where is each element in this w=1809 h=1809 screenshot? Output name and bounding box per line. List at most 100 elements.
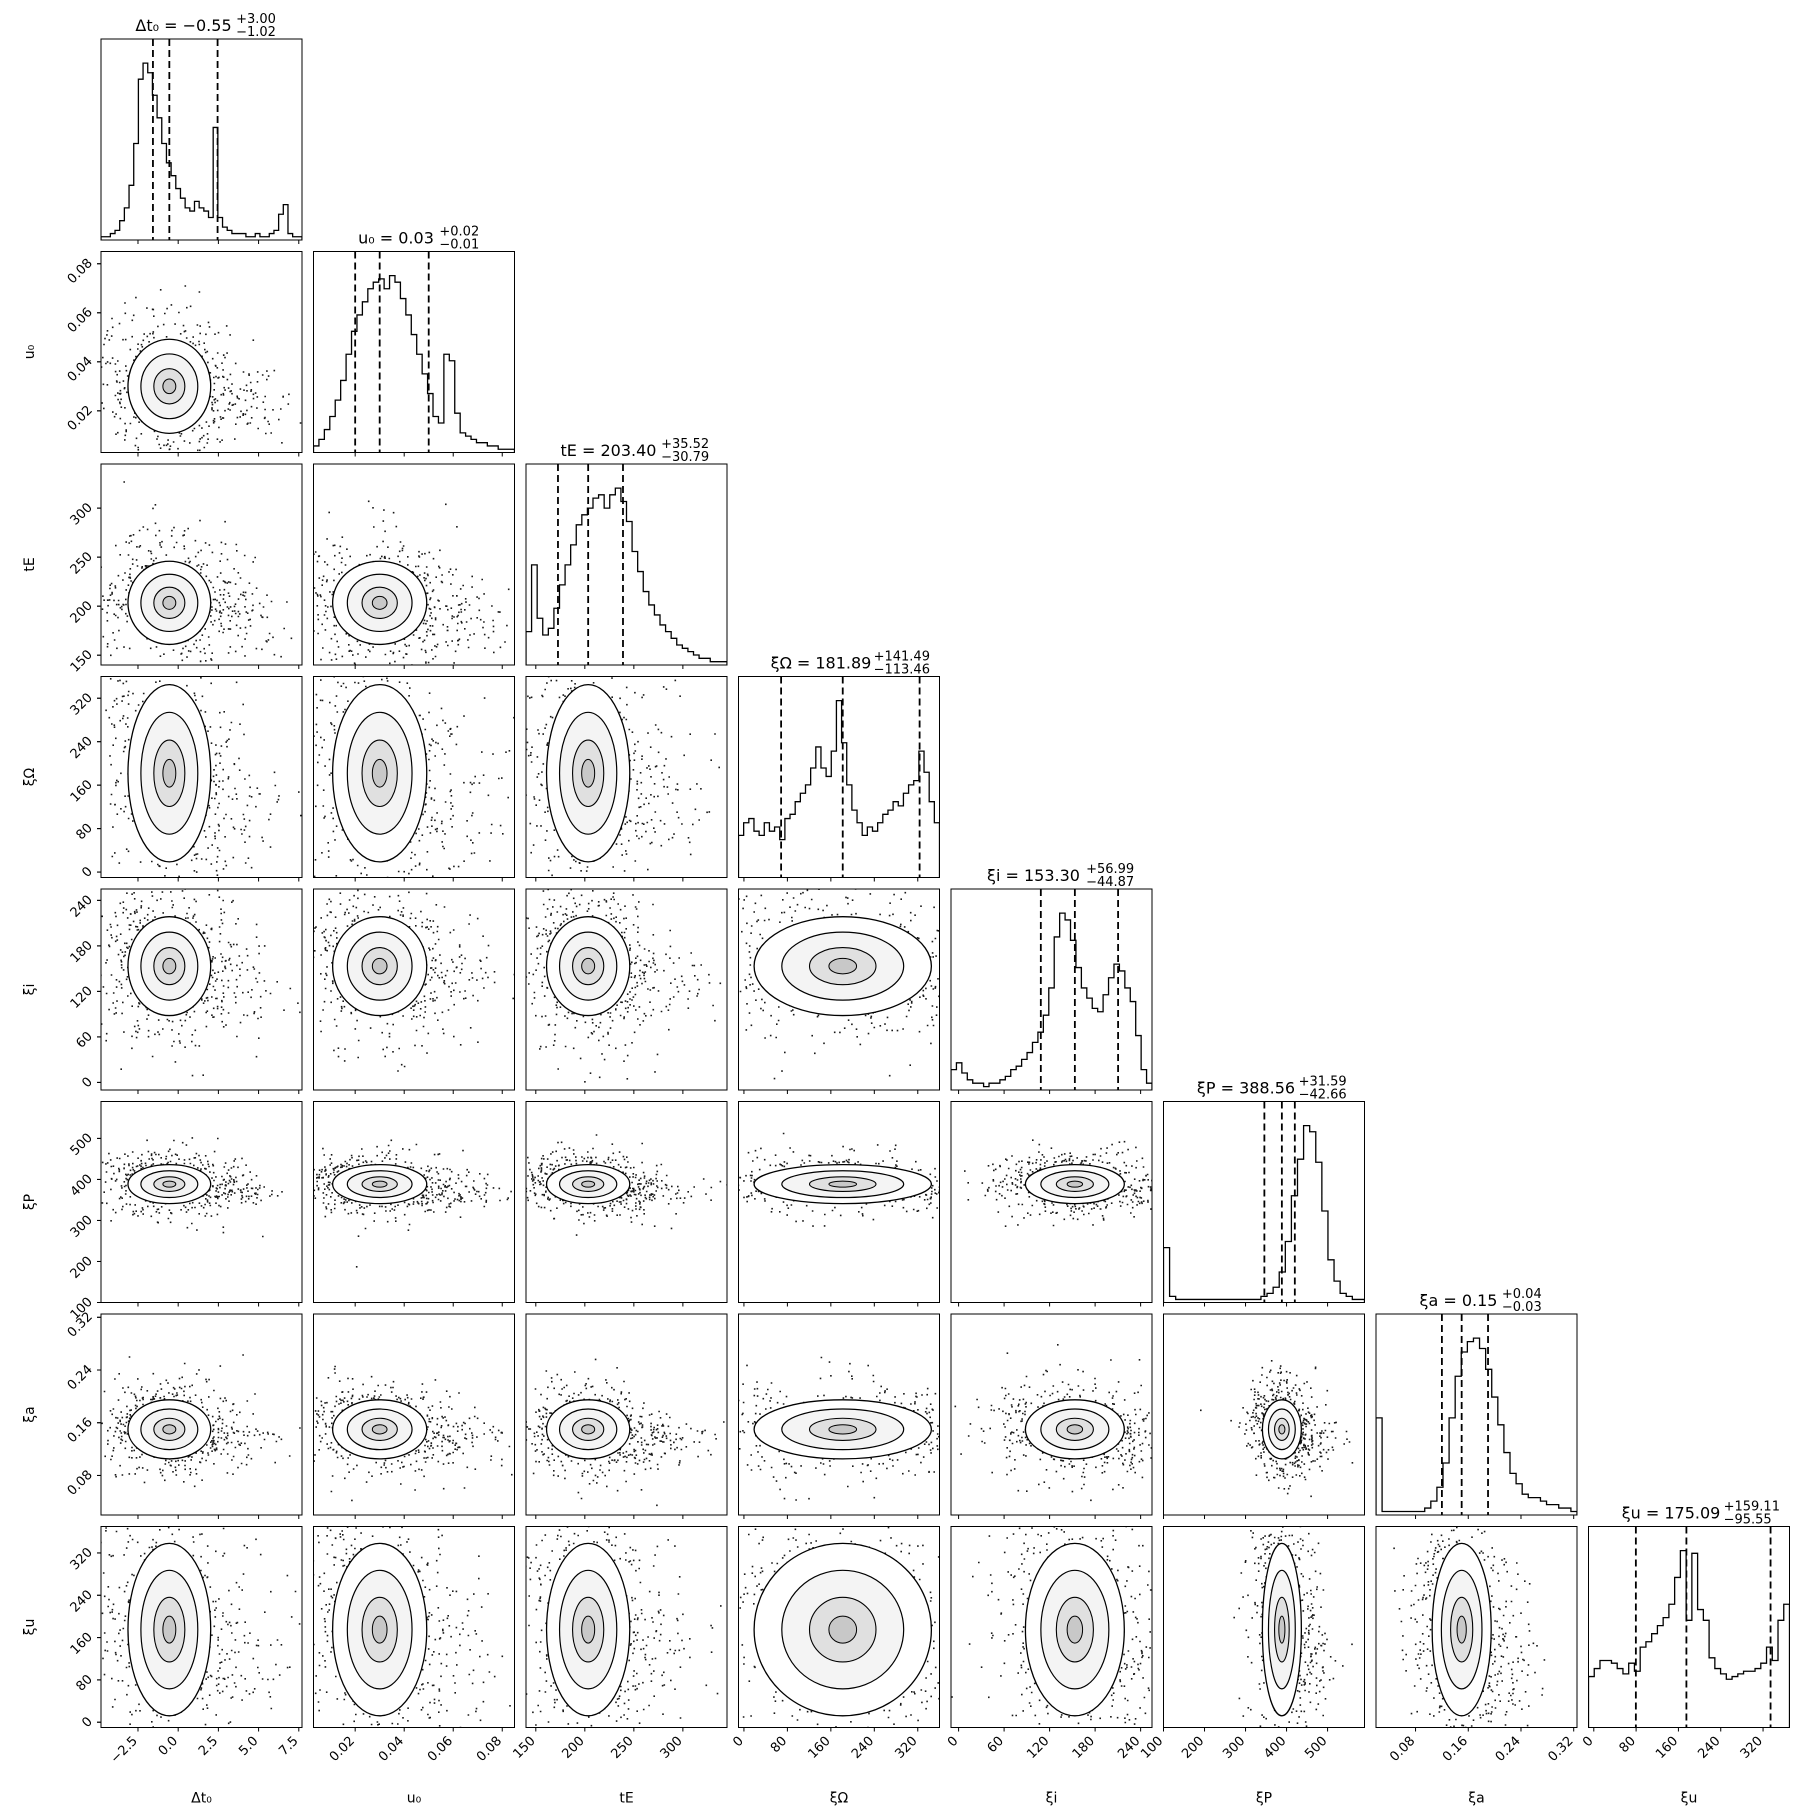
panel-frame [100,1313,303,1516]
x-tick-label-xii: 180 [1070,1734,1098,1762]
panel-frame [100,1526,303,1728]
panel-frame [1163,1313,1365,1516]
panel-frame [950,1526,1153,1728]
histogram-step-u0 [313,274,515,453]
contour-core [162,595,177,610]
contour-core [371,957,388,975]
title-plus-tE: +35.52 [661,437,709,452]
y-tick-label-tE: 300 [68,500,96,528]
panel-u0-xiP [313,1139,512,1268]
x-tick-label-xii: 60 [985,1734,1007,1756]
title-minus-xia: −0.03 [1502,1300,1542,1315]
x-tick-label-tE: 150 [510,1734,538,1762]
contour-core [1066,1424,1084,1435]
contour-core [828,1424,858,1435]
panel-dt0-xiP [101,1137,283,1238]
panel-xii-xiP [964,1139,1152,1227]
histogram-xia [1376,1314,1577,1515]
panel-frame [525,1526,728,1728]
x-axis-label-u0: u₀ [407,1791,422,1807]
x-tick-label-xiu: 320 [1738,1734,1766,1762]
panel-frame [1163,1101,1365,1303]
title-minus-tE: −30.79 [661,450,709,465]
x-tick-label-xiP: 300 [1220,1734,1248,1762]
panel-frame [1375,1526,1578,1728]
title-minus-xiP: −42.66 [1299,1088,1347,1103]
histogram-xiO [738,676,940,878]
contour-core [1066,1615,1084,1644]
title-plus-xii: +56.99 [1086,862,1134,877]
title-plus-xiP: +31.59 [1299,1075,1347,1090]
contour-core [828,1615,858,1644]
title-plus-xiu: +159.11 [1724,1500,1780,1515]
panel-xii-xia [954,1344,1152,1502]
y-tick-label-xiO: 0 [79,864,95,880]
y-tick-label-xiu: 320 [68,1545,96,1573]
y-tick-label-xiP: 200 [68,1254,96,1282]
y-tick-label-u0: 0.06 [65,305,96,336]
y-tick-label-u0: 0.08 [65,256,96,287]
panel-tE-xia [526,1358,725,1507]
contour-core [371,758,388,788]
x-tick-label-u0: 0.08 [474,1734,505,1765]
panel-frame [950,1313,1153,1516]
x-tick-label-xiO: 240 [849,1734,877,1762]
panel-frame [313,1313,515,1516]
y-axis-label-xia: ξa [22,1406,38,1422]
panel-tE-xiu [526,1526,722,1727]
contour-core [162,957,177,975]
y-tick-label-tE: 150 [68,647,96,675]
x-tick-label-dt0: 0.0 [156,1734,181,1759]
title-plus-dt0: +3.00 [236,12,276,27]
panel-frame [738,1101,940,1303]
x-tick-label-xia: 0.24 [1493,1734,1524,1765]
x-axis-label-xiu: ξu [1681,1791,1698,1807]
title-u0: u₀ = 0.03 [358,229,434,248]
panel-frame [313,251,515,453]
histogram-step-xii [951,912,1152,1090]
histogram-u0 [313,251,515,453]
contour-core [371,595,388,610]
panel-frame [525,1101,728,1303]
title-xia: ξa = 0.15 [1420,1291,1498,1310]
panel-frame [100,463,303,666]
panel-frame [738,676,940,878]
contour-core [828,957,858,975]
histogram-dt0 [101,39,302,240]
y-axis-label-xii: ξi [22,984,38,996]
panel-u0-tE [313,500,510,665]
panel-dt0-u0 [101,285,302,452]
y-axis-label-xiu: ξu [22,1619,38,1636]
contour-core [1456,1615,1467,1644]
title-xiP: ξP = 388.56 [1197,1079,1295,1098]
panel-tE-xiO [526,676,720,877]
panel-frame [100,676,303,878]
x-axis-label-xiP: ξP [1256,1791,1272,1807]
panel-frame [1375,1313,1578,1516]
y-tick-label-xiu: 80 [74,1672,96,1694]
x-tick-label-xiP: 500 [1302,1734,1330,1762]
panel-u0-xii [313,889,515,1072]
y-tick-label-u0: 0.02 [65,403,96,434]
title-xiO: ξΩ = 181.89 [771,654,872,673]
panel-dt0-xiO [105,676,302,878]
x-tick-label-xia: 0.08 [1387,1734,1418,1765]
y-tick-label-xii: 180 [68,938,96,966]
histogram-step-xiu [1588,1549,1790,1728]
panel-frame [100,38,303,241]
y-tick-label-u0: 0.04 [65,354,96,385]
title-minus-u0: −0.01 [439,238,479,253]
y-tick-label-xiu: 160 [68,1630,96,1658]
contour-core [581,1180,596,1188]
histogram-step-dt0 [101,62,302,240]
x-tick-label-xiu: 160 [1653,1734,1681,1762]
contour-core [581,1424,596,1435]
y-tick-label-xii: 120 [68,984,96,1012]
x-tick-label-xii: 120 [1024,1734,1052,1762]
panel-xiP-xia [1200,1360,1354,1498]
panel-xii-xiu [951,1526,1152,1725]
scatter-points [526,676,720,877]
panel-frame [313,1101,515,1303]
x-tick-label-dt0: 2.5 [196,1734,221,1759]
x-axis-label-tE: tE [619,1791,633,1807]
